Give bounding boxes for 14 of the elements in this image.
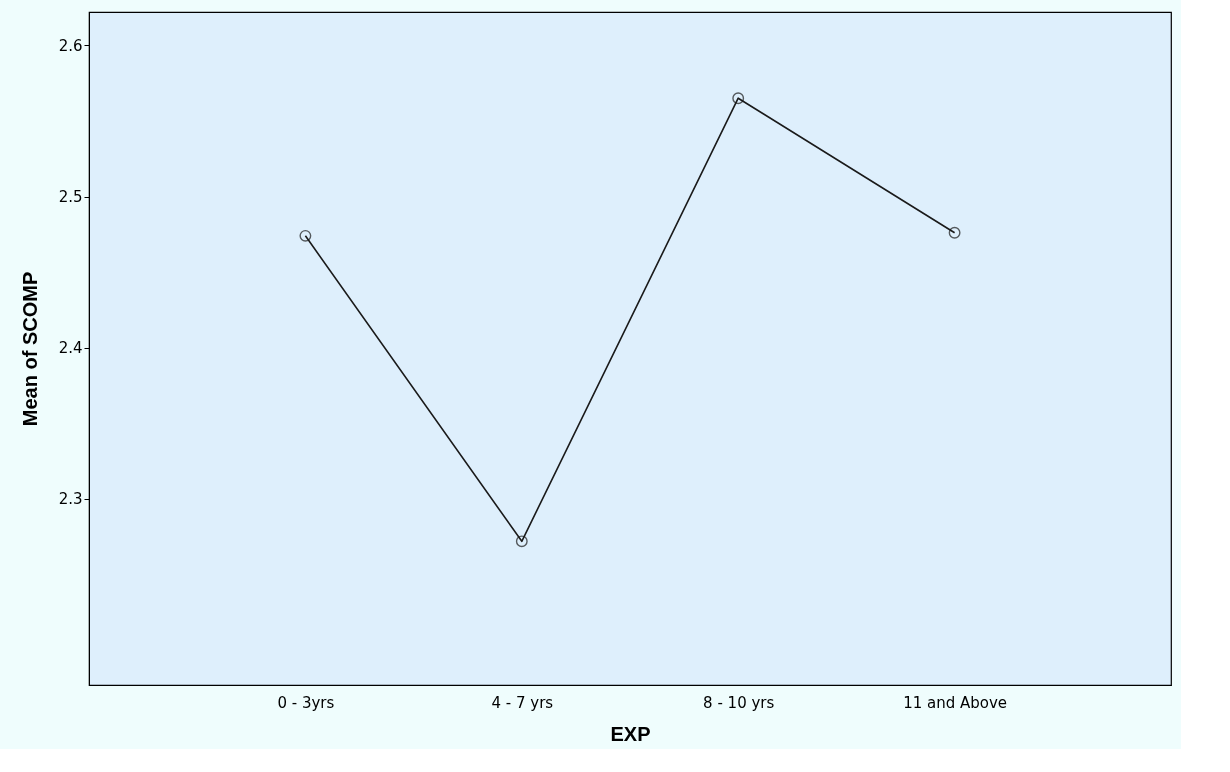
y-tick-label: 2.6 [58, 36, 83, 55]
x-axis-title: EXP [610, 722, 651, 745]
point [948, 226, 961, 239]
point [732, 92, 745, 105]
x-tick-label: 4 - 7 yrs [491, 693, 554, 712]
x-tick-label: 0 - 3yrs [277, 693, 335, 712]
y-axis-title: Mean of SCOMP [18, 271, 41, 427]
y-tick-label: 2.4 [58, 339, 83, 358]
y-tick-label: 2.5 [58, 188, 83, 207]
y-tick-label: 2.3 [58, 490, 83, 509]
point [299, 229, 312, 242]
point [515, 535, 528, 548]
x-tick-label: 11 and Above [903, 693, 1008, 712]
x-tick-label: 8 - 10 yrs [703, 693, 775, 712]
